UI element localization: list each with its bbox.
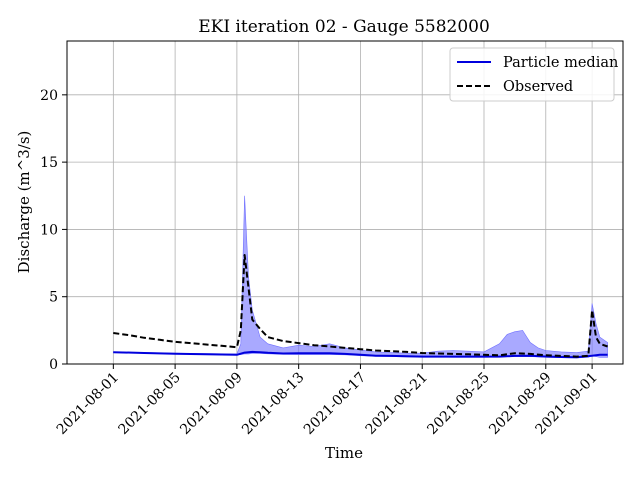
legend: Particle median Observed <box>450 48 618 101</box>
y-tick-label: 5 <box>49 290 58 306</box>
y-axis-label: Discharge (m^3/s) <box>15 131 33 274</box>
chart-title: EKI iteration 02 - Gauge 5582000 <box>198 17 490 37</box>
y-tick-label: 0 <box>49 357 58 373</box>
y-tick-label: 10 <box>40 222 58 238</box>
legend-label-median: Particle median <box>503 55 618 71</box>
y-tick-label: 15 <box>40 155 58 171</box>
legend-label-observed: Observed <box>503 79 573 95</box>
x-axis-label: Time <box>325 444 363 462</box>
y-tick-label: 20 <box>40 88 58 104</box>
